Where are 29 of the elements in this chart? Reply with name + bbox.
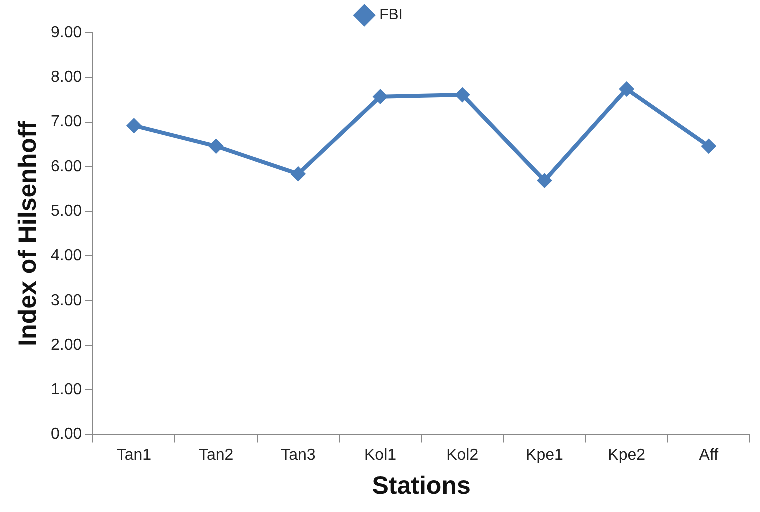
x-tick-label: Tan1 [116,446,152,464]
legend-label: FBI [380,6,403,24]
point [126,118,142,134]
y-tick-label: 8.00 [51,69,82,86]
y-axis-title: Index of Hilsenhoff [14,120,42,346]
x-tick-label: Aff [699,446,720,464]
y-tick-label: 4.00 [51,248,82,265]
y-tick-label: 0.00 [51,426,82,444]
y-tick-label: 3.00 [51,292,82,310]
point [373,89,388,104]
y-tick-label: 7.00 [51,114,82,131]
point [701,138,716,154]
x-tick-label: Kpe2 [608,446,646,464]
x-tick-label: Kol2 [446,446,479,464]
y-tick-label: 6.00 [51,158,82,176]
y-tick-label: 9.00 [51,24,82,42]
y-tick-label: 5.00 [51,202,82,220]
point [455,88,470,103]
x-tick-label: Tan2 [198,446,234,464]
x-tick-label: Kol1 [364,446,397,464]
y-tick-label: 2.00 [51,336,82,354]
point [537,173,552,188]
point [290,166,306,182]
y-tick-label: 1.00 [51,382,82,399]
x-tick-label: Tan3 [281,446,316,464]
x-axis-title: Stations [372,472,471,500]
point [208,138,224,154]
point [619,82,634,97]
x-tick-label: Kpe1 [526,446,564,464]
